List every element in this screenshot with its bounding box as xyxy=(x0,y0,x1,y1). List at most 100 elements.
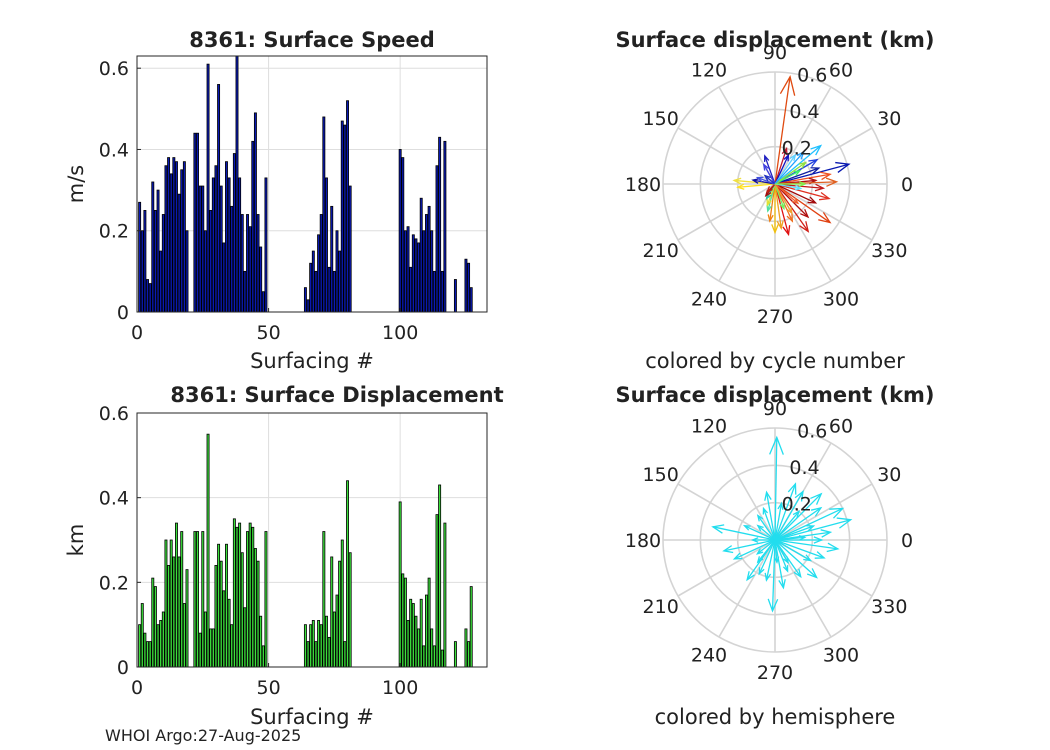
displacement-bar xyxy=(230,624,234,668)
speed-bar xyxy=(430,230,434,313)
displacement-bar xyxy=(469,586,473,668)
polar-hemisphere-arrow-shaft xyxy=(774,519,851,541)
speed-bar xyxy=(156,189,160,313)
speed-bar xyxy=(464,258,468,313)
polar-hemisphere-arrows xyxy=(711,435,853,613)
polar-cycle-arrow-head xyxy=(766,199,772,207)
polar-hemisphere-caption: colored by hemisphere xyxy=(655,705,896,729)
displacement-bar xyxy=(414,615,418,668)
displacement-bar xyxy=(335,594,339,668)
displacement-bar xyxy=(432,645,436,668)
polar-hemisphere-arrow-shaft xyxy=(774,539,789,563)
polar-cycle-caption: colored by cycle number xyxy=(645,349,905,373)
displacement-bar xyxy=(240,552,244,668)
polar-cycle-arrow-shaft xyxy=(774,163,850,185)
polar-hemisphere-arrow-head xyxy=(803,554,813,562)
speed-bar xyxy=(248,226,252,313)
polar-hemisphere-arrow-head xyxy=(769,435,784,455)
polar-hemisphere-arrow-head xyxy=(777,501,784,510)
polar-hemisphere-arrow-shaft xyxy=(774,503,783,541)
polar-cycle-arrow-shaft xyxy=(757,177,776,185)
polar-cycle-arrow-head xyxy=(793,170,802,176)
speed-bar xyxy=(148,283,152,313)
speed-bar xyxy=(261,291,265,313)
speed-bar xyxy=(259,246,263,313)
displacement-ytick-label: 0.6 xyxy=(99,403,129,425)
polar-cycle-spoke xyxy=(774,86,832,185)
speed-bar xyxy=(232,153,236,313)
speed-bar xyxy=(206,63,210,313)
displacement-bar xyxy=(227,598,231,668)
polar-cycle-arrow-shaft xyxy=(774,183,809,218)
speed-bar xyxy=(264,177,268,313)
polar-cycle-arrows xyxy=(732,75,851,237)
polar-cycle-angle-label: 270 xyxy=(757,306,793,328)
polar-cycle-arrow-head xyxy=(781,146,788,156)
polar-hemisphere-arrow-shaft xyxy=(774,525,814,541)
polar-cycle-arrow-shaft xyxy=(774,183,801,190)
polar-hemisphere-arrow-shaft xyxy=(774,437,778,541)
speed-bar xyxy=(222,242,226,313)
displacement-bar xyxy=(306,641,310,668)
polar-cycle-arrow-head xyxy=(751,178,759,184)
displacement-bar xyxy=(175,522,178,668)
displacement-bar xyxy=(443,522,447,668)
polar-cycle-spoke xyxy=(774,183,873,241)
speed-bar xyxy=(406,226,410,313)
displacement-bar xyxy=(217,543,221,668)
speed-bar xyxy=(419,197,423,313)
displacement-bar xyxy=(219,560,223,668)
displacement-bar xyxy=(346,480,349,668)
polar-hemisphere-radial-label: 0.6 xyxy=(797,420,827,442)
speed-bar xyxy=(348,185,352,313)
surface-speed-xlabel: Surfacing # xyxy=(250,349,374,373)
surface-speed-chart: 8361: Surface Speed 0 50 100 0 0.2 0.4 0.6 Sur… xyxy=(64,28,488,373)
speed-bar xyxy=(322,116,326,313)
polar-cycle-arrow-head xyxy=(776,220,784,231)
displacement-ytick-label: 0 xyxy=(117,657,129,679)
displacement-bar xyxy=(401,573,405,668)
speed-bar xyxy=(469,287,473,313)
displacement-bar xyxy=(427,577,431,668)
speed-bar xyxy=(214,165,218,313)
polar-hemisphere-spoke xyxy=(718,442,776,541)
polar-cycle-arrow-head xyxy=(796,150,805,160)
polar-hemisphere-arrow-shaft xyxy=(758,539,776,575)
surface-speed-ticks: 0 50 100 0 0.2 0.4 0.6 xyxy=(99,58,419,344)
speed-bar xyxy=(332,270,336,313)
displacement-bar xyxy=(435,514,439,668)
polar-cycle-arrow-shaft xyxy=(774,154,790,185)
displacement-bar xyxy=(246,531,249,668)
polar-cycle-arrow-shaft xyxy=(774,183,824,189)
displacement-bar xyxy=(140,603,144,668)
polar-cycle-arrow-head xyxy=(799,221,810,233)
speed-bar xyxy=(425,214,428,313)
displacement-bar xyxy=(256,560,260,668)
displacement-bar xyxy=(251,526,255,668)
speed-bar xyxy=(330,205,334,313)
speed-bar xyxy=(440,270,444,313)
polar-hemisphere-arrow-shaft xyxy=(723,539,776,552)
displacement-bar xyxy=(422,645,426,668)
polar-hemisphere-angle-label: 240 xyxy=(691,644,727,666)
speed-bar xyxy=(198,185,202,313)
speed-bar xyxy=(240,214,244,313)
displacement-ytick-label: 0.2 xyxy=(99,572,129,594)
polar-cycle-angle-label: 0 xyxy=(901,174,913,196)
displacement-bar xyxy=(235,526,239,668)
footer-credit: WHOI Argo:27-Aug-2025 xyxy=(105,726,301,745)
surface-displacement-axes-frame xyxy=(136,412,488,668)
displacement-bar xyxy=(327,636,331,668)
polar-hemisphere-arrow-head xyxy=(762,506,769,515)
displacement-bar xyxy=(330,556,334,668)
polar-cycle-arrow-head xyxy=(800,209,810,219)
polar-cycle-arrow-shaft xyxy=(774,162,806,185)
polar-cycle-arrow-head xyxy=(791,197,800,205)
speed-bar xyxy=(182,161,186,313)
displacement-bar xyxy=(164,539,168,668)
polar-cycle-arrow-shaft xyxy=(764,175,776,185)
polar-cycle-arrow-shaft xyxy=(774,145,822,185)
polar-cycle-angle-label: 180 xyxy=(625,174,661,196)
polar-cycle-arrow-shaft xyxy=(774,183,816,204)
speed-bar xyxy=(306,299,310,313)
